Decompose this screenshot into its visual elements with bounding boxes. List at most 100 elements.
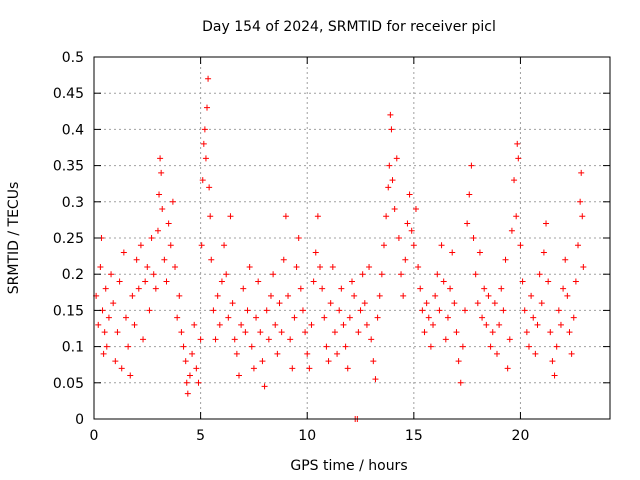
data-point	[102, 285, 109, 292]
data-point	[432, 292, 439, 299]
data-point	[491, 300, 498, 307]
data-point	[329, 263, 336, 270]
data-point	[293, 263, 300, 270]
data-point	[287, 336, 294, 343]
data-point	[152, 285, 159, 292]
data-point	[214, 292, 221, 299]
data-point	[165, 220, 172, 227]
data-point	[308, 321, 315, 328]
data-point	[506, 336, 513, 343]
data-point	[380, 242, 387, 249]
data-point	[178, 329, 185, 336]
data-point	[208, 256, 215, 263]
data-point	[393, 155, 400, 162]
data-point	[229, 300, 236, 307]
data-point	[250, 365, 257, 372]
data-point	[346, 314, 353, 321]
data-point	[223, 271, 230, 278]
data-point	[336, 307, 343, 314]
data-point	[372, 376, 379, 383]
data-point	[280, 256, 287, 263]
data-point	[368, 336, 375, 343]
data-point	[406, 191, 413, 198]
data-point	[415, 263, 422, 270]
y-tick-label: 0	[75, 412, 84, 428]
data-point	[154, 227, 161, 234]
data-point	[112, 358, 119, 365]
data-point	[430, 321, 437, 328]
data-point	[125, 343, 132, 350]
data-point	[338, 285, 345, 292]
data-point	[103, 343, 110, 350]
axis-ticks	[93, 56, 610, 420]
data-point	[547, 329, 554, 336]
x-tick-labels: 0 5 10 15 20	[90, 428, 530, 444]
data-point	[272, 321, 279, 328]
data-point	[248, 343, 255, 350]
data-point	[451, 300, 458, 307]
data-point	[570, 314, 577, 321]
x-axis-label: GPS time / hours	[290, 458, 407, 474]
y-tick-labels: 0 0.05 0.1 0.15 0.2 0.25 0.3 0.35 0.4 0.45 0.5	[53, 50, 84, 428]
data-point	[408, 227, 415, 234]
data-point	[359, 271, 366, 278]
data-point	[355, 329, 362, 336]
data-point	[370, 358, 377, 365]
data-point	[191, 321, 198, 328]
data-point	[521, 307, 528, 314]
data-point	[344, 365, 351, 372]
data-point	[515, 155, 522, 162]
data-point	[238, 321, 245, 328]
data-point	[366, 263, 373, 270]
data-point	[120, 249, 127, 256]
data-point	[517, 242, 524, 249]
y-tick-label: 0.3	[62, 195, 84, 211]
data-point	[398, 271, 405, 278]
x-tick-label: 10	[298, 428, 316, 444]
data-point	[105, 314, 112, 321]
data-point	[310, 278, 317, 285]
data-point	[425, 314, 432, 321]
data-point	[513, 213, 520, 220]
data-point	[189, 350, 196, 357]
data-point	[183, 379, 190, 386]
data-point	[498, 285, 505, 292]
data-point	[466, 191, 473, 198]
data-point	[180, 343, 187, 350]
data-point	[195, 379, 202, 386]
data-point	[468, 162, 475, 169]
grid-lines	[94, 57, 610, 419]
data-point	[201, 126, 208, 133]
data-point	[267, 292, 274, 299]
data-point	[449, 249, 456, 256]
data-point	[156, 191, 163, 198]
data-point	[122, 314, 129, 321]
data-point	[534, 321, 541, 328]
data-point	[400, 292, 407, 299]
data-point	[163, 278, 170, 285]
data-point	[218, 278, 225, 285]
data-point	[257, 329, 264, 336]
data-point	[207, 213, 214, 220]
data-point	[95, 321, 102, 328]
data-point	[198, 242, 205, 249]
data-point	[423, 300, 430, 307]
data-point	[417, 285, 424, 292]
data-point	[285, 292, 292, 299]
data-point	[349, 278, 355, 285]
data-point	[116, 278, 123, 285]
y-tick-label: 0.2	[62, 267, 84, 283]
data-point	[319, 285, 326, 292]
data-point	[402, 256, 409, 263]
data-point	[532, 350, 539, 357]
data-point	[502, 256, 509, 263]
data-point	[227, 213, 234, 220]
data-point	[453, 329, 460, 336]
data-point	[144, 263, 151, 270]
data-point	[244, 307, 251, 314]
data-point	[543, 220, 550, 227]
data-point	[204, 104, 211, 111]
data-point	[304, 350, 311, 357]
chart-title: Day 154 of 2024, SRMTID for receiver pic…	[202, 19, 496, 35]
data-point	[455, 358, 462, 365]
